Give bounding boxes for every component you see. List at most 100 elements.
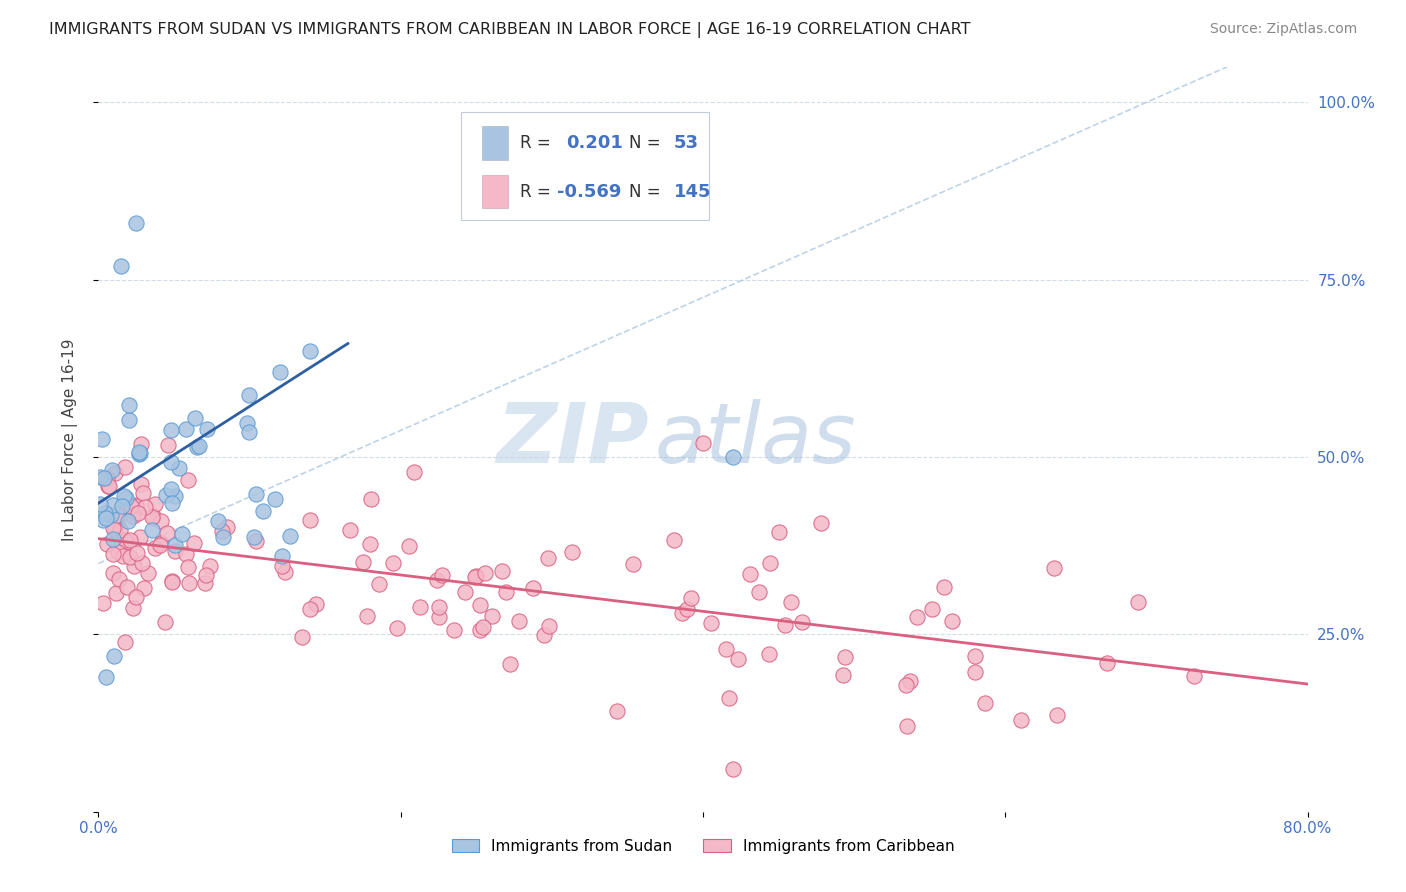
Point [150,536,173,550]
Point [167,460,190,475]
Point [91,596,114,610]
Point [127,506,149,520]
Point [149,538,172,552]
Point [103,521,125,535]
Point [537,619,560,633]
Point [124,498,146,512]
Point [115,535,138,549]
Point [495,585,517,599]
Point [271,558,294,573]
Point [299,602,322,616]
Point [443,623,465,637]
Point [298,512,321,526]
Point [941,614,963,628]
Point [464,569,486,583]
Point [700,615,723,630]
Legend: Immigrants from Sudan, Immigrants from Caribbean: Immigrants from Sudan, Immigrants from C… [446,832,960,860]
Point [112,549,135,563]
Point [758,556,780,570]
Point [105,586,128,600]
Point [132,582,155,596]
Point [160,575,183,590]
Point [107,508,129,522]
Point [117,514,139,528]
Point [738,567,761,582]
Point [194,576,217,591]
Y-axis label: In Labor Force | Age 16-19: In Labor Force | Age 16-19 [62,338,77,541]
Point [896,719,918,733]
Point [974,697,997,711]
Point [398,539,420,553]
Point [124,590,146,604]
Point [408,599,430,614]
Point [104,523,127,537]
Point [468,623,491,637]
Text: 0.201: 0.201 [567,134,623,153]
Point [122,600,145,615]
Point [125,546,148,560]
Point [768,524,790,539]
Point [114,635,136,649]
Point [101,547,124,561]
Point [89,498,111,512]
Point [339,523,361,537]
Text: IMMIGRANTS FROM SUDAN VS IMMIGRANTS FROM CARIBBEAN IN LABOR FORCE | AGE 16-19 CO: IMMIGRANTS FROM SUDAN VS IMMIGRANTS FROM… [49,22,970,38]
Point [522,581,544,595]
Point [360,492,382,507]
Point [101,532,124,546]
Point [104,510,127,524]
Point [472,620,495,634]
Point [963,649,986,664]
Point [368,577,391,591]
Point [187,439,209,453]
Point [1095,656,1118,670]
Point [748,585,770,599]
Point [727,651,749,665]
Point [238,388,260,402]
Point [114,459,136,474]
Point [184,410,207,425]
Point [163,544,186,558]
Point [269,365,291,379]
Text: atlas: atlas [655,399,856,480]
Point [91,513,114,527]
Point [174,547,197,561]
Point [353,556,375,570]
Point [103,498,125,512]
Point [236,417,259,431]
Point [499,657,522,672]
Point [533,627,555,641]
Point [186,440,208,454]
Text: N =: N = [630,134,661,153]
Point [387,621,409,635]
Point [264,492,287,507]
Point [278,529,301,543]
Point [716,641,738,656]
Point [120,549,142,564]
Point [131,436,153,450]
Point [773,617,796,632]
Point [381,556,404,570]
Point [1010,714,1032,728]
Point [122,558,145,573]
Point [1046,708,1069,723]
Point [174,422,197,436]
Point [792,615,814,629]
Point [165,490,187,504]
Point [198,559,221,574]
Point [215,520,238,534]
Point [894,678,917,692]
Point [212,530,235,544]
Point [100,463,122,477]
Point [1043,561,1066,575]
Point [112,489,135,503]
Point [404,465,426,479]
Point [621,557,644,571]
Point [245,534,267,549]
Point [481,609,503,624]
Point [238,425,260,439]
Point [671,606,693,620]
Point [195,421,218,435]
Point [508,615,530,629]
Point [110,259,132,273]
